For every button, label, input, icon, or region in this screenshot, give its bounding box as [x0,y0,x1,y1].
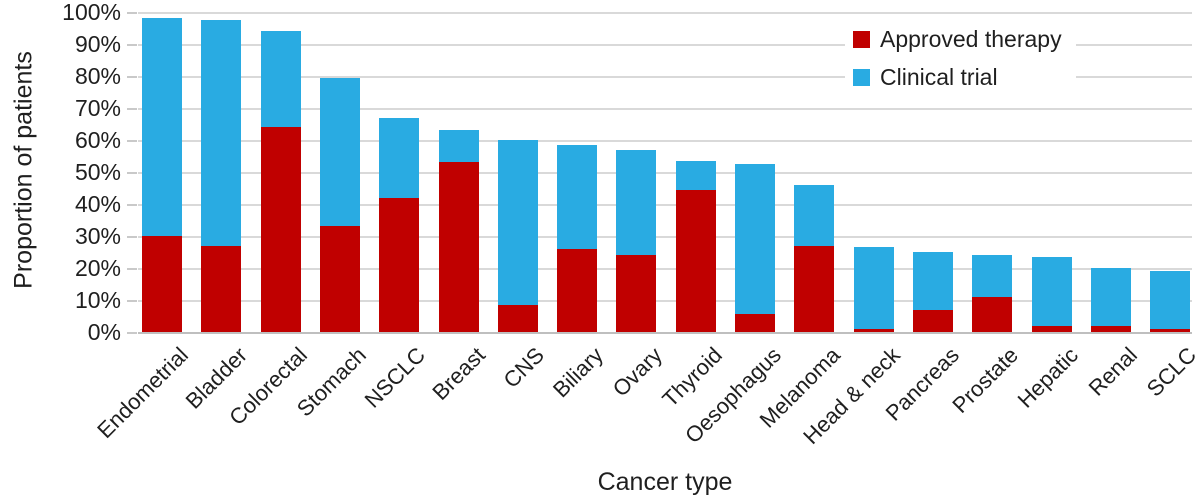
legend-label-approved-therapy: Approved therapy [880,25,1062,52]
y-tick-mark-10 [127,300,137,302]
x-axis-title: Cancer type [597,468,733,496]
bar-segment-clinical-trial [616,149,657,256]
gridline-30 [138,236,1192,238]
bar-segment-clinical-trial [794,184,835,246]
gridline-60 [138,140,1192,142]
bar-segment-approved-therapy [438,162,479,332]
bar-segment-clinical-trial [260,31,301,128]
bar-segment-clinical-trial [912,252,953,310]
y-tick-label-0: 0% [87,319,121,345]
clinical-trial-swatch-icon [853,68,870,86]
gridline-40 [138,204,1192,206]
y-tick-label-40: 40% [74,191,121,217]
y-tick-label-100: 100% [62,0,121,25]
legend-label-clinical-trial: Clinical trial [880,63,998,90]
y-tick-mark-100 [127,12,137,14]
y-tick-label-10: 10% [74,287,121,313]
bar-segment-approved-therapy [735,314,775,332]
bar-segment-approved-therapy [497,304,538,332]
legend-item-clinical-trial: Clinical trial [853,58,1062,96]
bar-segment-clinical-trial [497,140,538,305]
legend-item-approved-therapy: Approved therapy [853,20,1062,58]
bar-segment-approved-therapy [319,226,360,332]
y-tick-mark-80 [127,76,137,78]
bar-segment-clinical-trial [1031,256,1072,326]
bar-segment-approved-therapy [142,236,182,332]
bar-segment-approved-therapy [853,328,894,332]
bar-segment-approved-therapy [1150,328,1191,332]
y-tick-mark-20 [127,268,137,270]
y-tick-mark-40 [127,204,137,206]
y-tick-label-60: 60% [74,127,121,153]
gridline-100 [138,12,1192,14]
x-axis-line [138,332,1192,334]
gridline-70 [138,108,1192,110]
y-tick-label-90: 90% [74,31,121,57]
legend: Approved therapy Clinical trial [845,18,1076,98]
gridline-80 [138,76,1192,78]
y-tick-mark-60 [127,140,137,142]
bar-segment-clinical-trial [1150,271,1191,329]
bar-segment-approved-therapy [1031,325,1072,332]
bar-segment-clinical-trial [735,164,775,315]
y-tick-mark-90 [127,44,137,46]
y-tick-mark-0 [127,332,137,334]
bar-segment-clinical-trial [853,247,894,329]
gridline-50 [138,172,1192,174]
bar-segment-approved-therapy [557,248,598,332]
y-tick-label-80: 80% [74,63,121,89]
y-tick-mark-30 [127,236,137,238]
approved-therapy-swatch-icon [853,30,870,48]
y-tick-label-50: 50% [74,159,121,185]
bar-segment-clinical-trial [557,144,598,249]
bar-segment-clinical-trial [319,77,360,227]
y-tick-mark-70 [127,108,137,110]
bar-segment-approved-therapy [616,255,657,332]
bar-segment-approved-therapy [201,245,242,332]
bar-segment-approved-therapy [972,296,1013,332]
bar-segment-clinical-trial [379,117,420,198]
y-tick-label-20: 20% [74,255,121,281]
gridline-20 [138,268,1192,270]
bar-segment-clinical-trial [1090,268,1131,326]
bar-segment-clinical-trial [438,130,479,163]
bar-segment-approved-therapy [912,309,953,332]
bar-segment-clinical-trial [972,255,1013,297]
y-tick-mark-50 [127,172,137,174]
bar-segment-approved-therapy [379,197,420,332]
bar-segment-approved-therapy [675,189,716,332]
bar-segment-approved-therapy [1090,325,1131,332]
bar-segment-clinical-trial [675,160,716,190]
bar-segment-approved-therapy [794,245,835,332]
bar-segment-clinical-trial [201,20,242,246]
y-tick-label-70: 70% [74,95,121,121]
bar-segment-approved-therapy [260,127,301,332]
y-tick-label-30: 30% [74,223,121,249]
bar-segment-clinical-trial [142,18,182,236]
gridline-10 [138,300,1192,302]
gridline-90 [138,44,1192,46]
